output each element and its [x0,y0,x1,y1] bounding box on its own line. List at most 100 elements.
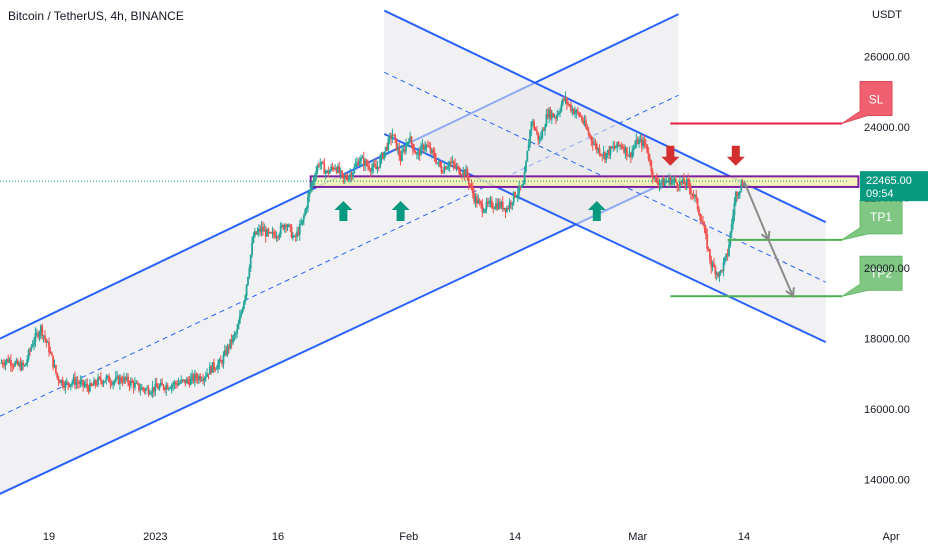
candles-layer [0,91,745,399]
candle [666,180,669,183]
candle [189,373,192,386]
candle-body [192,374,195,382]
candle [371,162,373,175]
candle [401,145,403,162]
candle-body [95,384,98,386]
candle [474,193,477,208]
candle-body [225,350,228,355]
candle-body [530,122,533,131]
candle [128,380,131,391]
projection-segment-1 [743,180,770,241]
candle [643,135,646,148]
candle-body [606,149,609,154]
candle [110,380,113,387]
candle [54,364,57,375]
candle-body [623,148,625,153]
candle [260,221,263,237]
candle-body [93,380,95,386]
candle [485,197,488,214]
candle-body [461,174,463,176]
candle-body [109,382,112,384]
candle [383,151,386,161]
candle-body [436,162,439,164]
candle-body [426,145,429,147]
candle [632,144,635,157]
candle-body [64,382,67,388]
candle [440,160,443,175]
candle-body [447,166,450,168]
candle-body [347,176,350,181]
candle [263,223,266,232]
candle [668,173,670,188]
candle-body [147,388,150,395]
candle-body [538,139,541,141]
candle [317,162,320,168]
candle-body [380,153,383,159]
chart-title: Bitcoin / TetherUS, 4h, BINANCE [8,9,184,23]
candle [636,136,639,145]
markers-layer [334,145,795,299]
candle [264,225,267,243]
candle [312,176,315,186]
candle-body [492,207,495,209]
candle-body [331,166,334,168]
candle-body [401,151,403,161]
candle-body [249,255,252,269]
candle [741,178,744,188]
candle [289,224,292,232]
candle-body [1,362,4,365]
candle-body [264,229,267,237]
candle [221,359,223,367]
candle-body [706,234,709,249]
candle-body [356,162,358,165]
candle-body [640,138,643,147]
candle-body [31,344,34,347]
candle [621,143,624,150]
candle-body [266,229,268,237]
candle-body [30,346,33,351]
candle [313,173,316,187]
candle-body [57,377,60,382]
candle [337,163,339,174]
candle [215,365,218,370]
candle-body [38,332,41,338]
candle-body [740,183,743,191]
candle [61,376,64,389]
candle [302,213,305,226]
candle [726,248,729,261]
candle [538,135,541,145]
candle [402,144,405,153]
candle-body [579,115,582,117]
candle [183,379,185,383]
candle [157,383,159,390]
candle [386,142,388,152]
candle-body [546,114,549,118]
candle [587,126,590,137]
candle [390,132,392,146]
candle-body [195,374,198,379]
candle [214,367,217,373]
candle-body [214,368,217,370]
candle-body [505,207,508,212]
candle [11,362,14,372]
candle-body [714,266,717,275]
candle [142,386,144,393]
candle [285,223,288,233]
candle [366,159,369,171]
candle-body [446,167,448,170]
candle-body [282,225,285,230]
candle [448,160,451,173]
take-profit-label-2: TP2 [870,266,892,280]
candle [244,294,247,305]
candle [98,376,101,380]
candle [270,231,273,234]
candle-body [44,335,46,339]
candle [341,169,343,179]
candle-body [218,359,221,364]
candle [165,381,168,396]
candle [639,133,642,143]
candle [91,383,94,387]
candle [617,140,620,147]
candle-body [687,179,689,183]
